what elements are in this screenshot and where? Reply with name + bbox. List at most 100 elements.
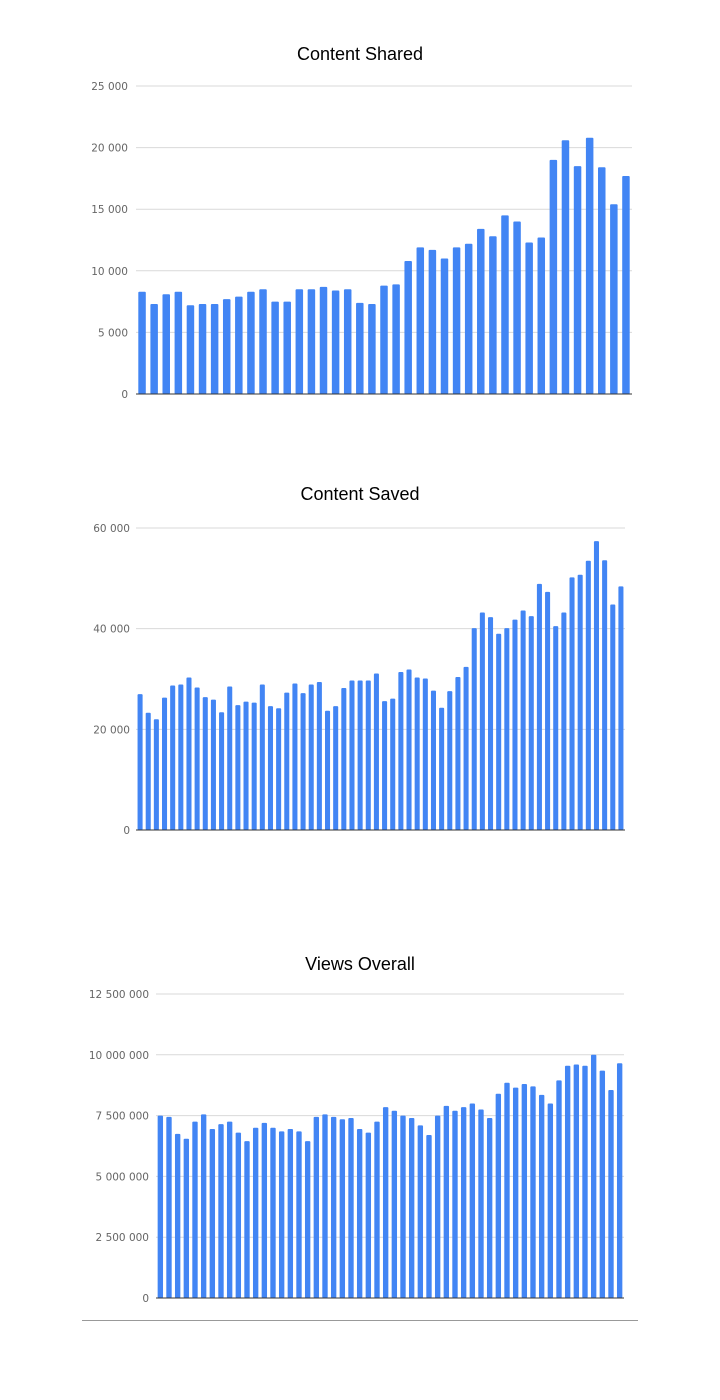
bar [150, 304, 158, 394]
bar [593, 541, 599, 830]
bar [391, 1110, 398, 1298]
bar [501, 215, 509, 394]
bar [356, 302, 364, 394]
bar [270, 1127, 276, 1298]
content-shared-plot: 0 5 000 10 000 15 000 20 000 25 000 [91, 81, 632, 401]
bar [434, 1115, 441, 1298]
bar [564, 1065, 571, 1298]
bar [252, 1127, 259, 1298]
bar [226, 1121, 233, 1298]
bar [138, 291, 146, 394]
bar [174, 291, 183, 394]
bar [186, 305, 195, 394]
bar [162, 697, 168, 830]
bar [610, 204, 618, 394]
bar [513, 221, 521, 394]
bar [202, 697, 208, 830]
bar [235, 1132, 242, 1298]
bar [416, 247, 425, 394]
bar [512, 619, 518, 830]
bar [512, 1087, 519, 1298]
y-tick-label: 60 000 [93, 523, 130, 535]
bar [489, 236, 497, 394]
bar [210, 304, 219, 394]
y-tick-label: 5 000 000 [96, 1171, 149, 1183]
bar [573, 1064, 580, 1298]
bar [209, 1128, 216, 1298]
bar [325, 710, 331, 830]
bar [365, 680, 371, 830]
y-tick-label: 12 500 000 [89, 989, 149, 1001]
bar [278, 1131, 285, 1298]
bar [330, 1116, 337, 1298]
bar [404, 260, 412, 394]
bar [356, 1128, 363, 1298]
bar [390, 698, 396, 830]
y-tick-label: 2 500 000 [96, 1232, 149, 1244]
bar [259, 684, 265, 830]
bar [380, 285, 388, 394]
bar [504, 628, 510, 830]
bar [218, 1124, 224, 1298]
bar [549, 159, 558, 394]
content-shared-chart: Content Shared 0 5 000 10 000 15 000 20 000 2… [0, 0, 720, 420]
y-tick-label: 10 000 [91, 266, 128, 278]
y-tick-label: 0 [121, 389, 128, 401]
bar [577, 574, 583, 830]
bar [368, 304, 376, 394]
bar [479, 612, 485, 830]
bar [287, 1128, 294, 1298]
bar [235, 296, 243, 394]
bar [339, 1119, 346, 1298]
bar [610, 604, 616, 830]
bar [569, 577, 575, 830]
y-tick-label: 0 [142, 1293, 149, 1305]
bar [469, 1103, 476, 1298]
content-saved-chart: Content Saved 0 20 000 40 000 60 000 [93, 484, 625, 837]
y-tick-label: 15 000 [91, 204, 128, 216]
bar [528, 616, 534, 830]
bar [322, 1114, 328, 1298]
bar [392, 284, 400, 394]
bar [331, 290, 340, 394]
bar [452, 1110, 458, 1298]
bar [343, 289, 352, 394]
bar [400, 1115, 406, 1298]
bar [271, 301, 279, 394]
bar [398, 671, 404, 830]
bar [348, 1118, 354, 1298]
bar [137, 694, 143, 830]
bar [495, 1093, 502, 1298]
bar [292, 683, 298, 830]
bar [537, 237, 546, 394]
bar [602, 560, 608, 830]
bar [422, 678, 428, 830]
bar [496, 633, 502, 830]
bar [244, 1141, 250, 1298]
bar [488, 617, 494, 830]
bar [536, 583, 542, 830]
bar [251, 702, 257, 830]
y-tick-label: 0 [123, 825, 130, 837]
views-overall-plot: 0 2 500 000 5 000 000 7 500 000 10 000 000 12… [89, 989, 624, 1305]
bar [153, 719, 159, 830]
bar [521, 1083, 528, 1298]
bar [477, 228, 485, 394]
bar [341, 688, 347, 830]
views-overall-chart: Views Overall 0 2 500 000 5 000 000 7 500 0… [89, 954, 624, 1305]
bar [382, 1107, 389, 1298]
bar [618, 586, 624, 830]
bar [243, 701, 249, 830]
bar [408, 1118, 415, 1298]
bar [365, 1132, 372, 1298]
bar [319, 286, 328, 394]
bar [198, 304, 207, 394]
bar [598, 167, 606, 394]
bar [582, 1065, 588, 1298]
bar [561, 140, 570, 394]
chart-title: Content Saved [300, 484, 420, 504]
bar [538, 1094, 545, 1298]
bar [486, 1118, 493, 1298]
bar [316, 682, 322, 830]
bar [276, 708, 282, 830]
